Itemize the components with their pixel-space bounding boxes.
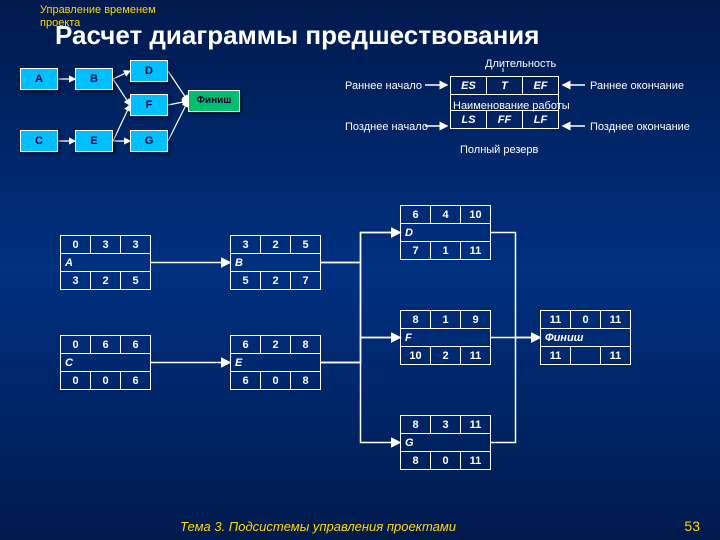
activity-node-G: 8311G8011 [400, 415, 491, 470]
mini-node-Fin: Финиш [188, 90, 240, 112]
activity-node-A: 033A325 [60, 235, 151, 290]
mini-node-C: C [20, 130, 58, 152]
mini-node-D: D [130, 60, 168, 82]
mini-node-A: A [20, 68, 58, 90]
header-line1: Управление временем [40, 4, 720, 17]
footer-page: 53 [684, 518, 700, 534]
activity-node-F: 819F10211 [400, 310, 491, 365]
mini-node-G: G [130, 130, 168, 152]
mini-network: ABDF CEG Финиш [20, 60, 280, 180]
activity-node-E: 628E608 [230, 335, 321, 390]
activity-node-D: 6410D7111 [400, 205, 491, 260]
mini-node-B: B [75, 68, 113, 90]
mini-node-E: E [75, 130, 113, 152]
legend-arrows [345, 68, 715, 148]
page-title: Расчет диаграммы предшествования [0, 20, 720, 51]
activity-node-B: 325B527 [230, 235, 321, 290]
footer-theme: Тема 3. Подсистемы управления проектами [180, 519, 456, 534]
mini-node-F: F [130, 94, 168, 116]
activity-node-C: 066C006 [60, 335, 151, 390]
activity-node-Fin: 11011Финиш1111 [540, 310, 631, 365]
